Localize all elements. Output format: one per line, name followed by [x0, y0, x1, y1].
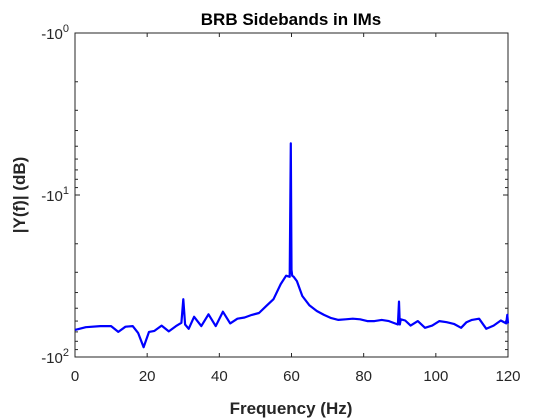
- y-axis: -100 -101 -102: [41, 23, 508, 367]
- x-axis-label: Frequency (Hz): [230, 399, 353, 418]
- x-tick-label: 0: [71, 368, 79, 385]
- x-tick-label: 120: [495, 368, 520, 385]
- series-line: [74, 142, 510, 349]
- x-tick-label: 80: [355, 368, 372, 385]
- x-tick-label: 60: [283, 368, 300, 385]
- y-tick-label: -100: [41, 23, 69, 43]
- x-tick-label: 20: [139, 368, 156, 385]
- x-tick-label: 100: [423, 368, 448, 385]
- chart-title: BRB Sidebands in IMs: [201, 10, 381, 29]
- x-tick-label: 40: [211, 368, 228, 385]
- x-axis: 0 20 40 60 80 100 120: [71, 33, 521, 385]
- y-axis-label: |Y(f)| (dB): [10, 157, 29, 234]
- y-tick-label: -101: [41, 185, 69, 205]
- y-tick-label: -102: [41, 347, 69, 367]
